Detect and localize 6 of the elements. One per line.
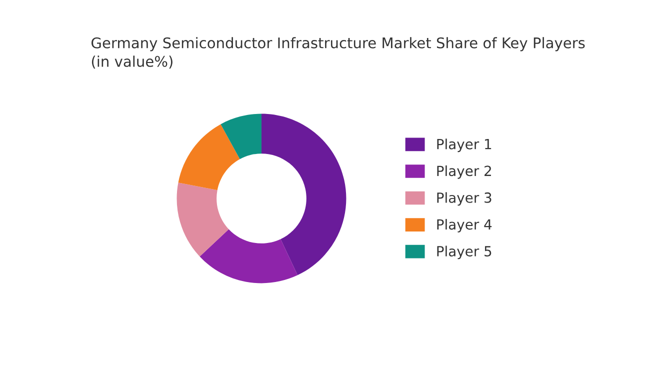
legend-label: Player 4 — [437, 218, 492, 232]
legend-label: Player 2 — [437, 165, 491, 179]
legend-label: Player 5 — [437, 246, 492, 260]
chart-title: Germany Semiconductor Infrastructure Market Share of Key Players (in value%) — [92, 37, 585, 69]
legend-label: Player 1 — [437, 138, 492, 152]
legend-label: Player 3 — [437, 192, 492, 206]
